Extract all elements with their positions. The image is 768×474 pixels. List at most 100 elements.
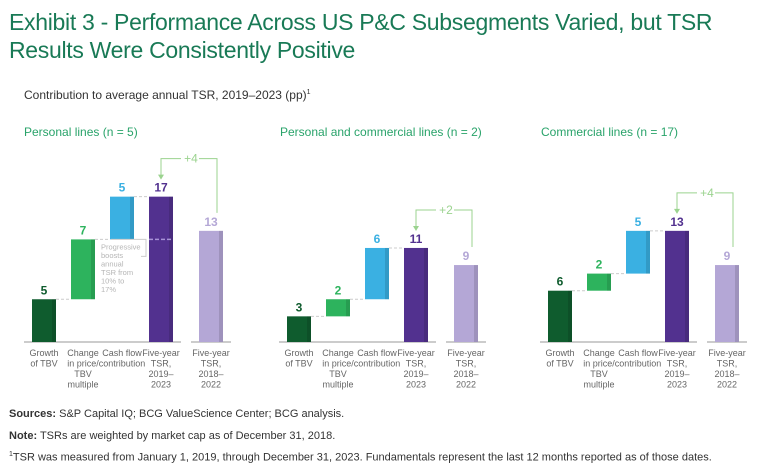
data-label: 7 bbox=[80, 223, 87, 237]
category-label: 2023 bbox=[667, 380, 687, 390]
bar bbox=[548, 290, 572, 342]
category-label: contribution bbox=[615, 359, 662, 369]
category-label: TBV bbox=[329, 369, 347, 379]
data-label: 17 bbox=[154, 181, 168, 195]
delta-bracket bbox=[454, 209, 473, 248]
bar bbox=[110, 196, 134, 240]
category-label: TSR, bbox=[201, 359, 222, 369]
category-label: Five-year bbox=[658, 348, 696, 358]
category-label: TBV bbox=[590, 369, 608, 379]
subtitle-text: Contribution to average annual TSR, 2019… bbox=[24, 88, 307, 102]
data-label: 5 bbox=[41, 283, 48, 297]
bar bbox=[404, 247, 428, 342]
annotation-text: boosts bbox=[101, 251, 123, 260]
footnote-marker: 1 bbox=[9, 451, 13, 458]
panel-title: Commercial lines (n = 17) bbox=[541, 125, 678, 139]
delta-bracket bbox=[715, 192, 734, 248]
category-label: Five-year bbox=[142, 348, 180, 358]
category-label: Five-year bbox=[192, 348, 230, 358]
data-label: 6 bbox=[557, 275, 564, 289]
category-label: Change bbox=[67, 348, 99, 358]
data-label: 3 bbox=[296, 300, 303, 314]
bar bbox=[665, 230, 689, 342]
category-label: TBV bbox=[74, 369, 92, 379]
bar-shade bbox=[646, 230, 650, 274]
sources-line: Sources: S&P Capital IQ; BCG ValueScienc… bbox=[9, 408, 344, 420]
chart-subtitle: Contribution to average annual TSR, 2019… bbox=[24, 88, 311, 102]
category-label: of TBV bbox=[30, 359, 57, 369]
panel-2: Personal and commercial lines (n = 2) 3 Gr… bbox=[279, 125, 486, 390]
category-label: of TBV bbox=[285, 359, 312, 369]
category-label: Growth bbox=[284, 348, 313, 358]
category-label: 2022 bbox=[201, 380, 221, 390]
bar bbox=[32, 299, 56, 342]
bar-shade bbox=[169, 196, 173, 342]
delta-label: +4 bbox=[184, 152, 198, 166]
bar bbox=[715, 265, 739, 342]
bar-shade bbox=[607, 273, 611, 291]
category-label: TSR, bbox=[456, 359, 477, 369]
delta-bracket bbox=[415, 209, 436, 228]
category-label: Cash flow bbox=[357, 348, 397, 358]
category-label: 2022 bbox=[717, 380, 737, 390]
category-label: Five-year bbox=[397, 348, 435, 358]
annotation-text: 17% bbox=[101, 285, 116, 294]
arrow-down-icon bbox=[413, 225, 419, 231]
category-label: TSR, bbox=[667, 359, 688, 369]
category-label: contribution bbox=[354, 359, 401, 369]
bar-shade bbox=[130, 196, 134, 240]
category-label: TSR, bbox=[151, 359, 172, 369]
category-label: 2019– bbox=[148, 369, 173, 379]
bar bbox=[71, 239, 95, 300]
bar-shade bbox=[52, 299, 56, 342]
category-label: Change bbox=[583, 348, 615, 358]
bar bbox=[149, 196, 173, 342]
category-label: 2023 bbox=[151, 380, 171, 390]
category-label: of TBV bbox=[546, 359, 573, 369]
bar-shade bbox=[219, 230, 223, 342]
delta-bracket bbox=[199, 158, 218, 213]
category-label: multiple bbox=[322, 380, 353, 390]
category-label: Five-year bbox=[447, 348, 485, 358]
note-line: Note: TSRs are weighted by market cap as… bbox=[9, 430, 335, 442]
panel-title: Personal lines (n = 5) bbox=[24, 125, 138, 139]
category-label: Change bbox=[322, 348, 354, 358]
bar bbox=[626, 230, 650, 274]
bar-shade bbox=[568, 290, 572, 342]
footnote-line: 1TSR was measured from January 1, 2019, … bbox=[9, 451, 712, 464]
subtitle-footnote-marker: 1 bbox=[306, 89, 311, 96]
bar-shade bbox=[385, 247, 389, 300]
bar-shade bbox=[474, 265, 478, 342]
arrow-down-icon bbox=[158, 174, 164, 180]
delta-label: +2 bbox=[439, 203, 453, 217]
sources-label: Sources: bbox=[9, 408, 57, 420]
data-label: 13 bbox=[204, 215, 218, 229]
bar bbox=[365, 247, 389, 300]
category-label: TSR, bbox=[406, 359, 427, 369]
category-label: TSR, bbox=[717, 359, 738, 369]
category-label: contribution bbox=[99, 359, 146, 369]
category-label: 2018– bbox=[714, 369, 739, 379]
bar-shade bbox=[424, 247, 428, 342]
note-label: Note: bbox=[9, 430, 38, 442]
data-label: 5 bbox=[635, 215, 642, 229]
footnote-text: TSR was measured from January 1, 2019, t… bbox=[12, 451, 712, 464]
bar-shade bbox=[346, 299, 350, 317]
bar-shade bbox=[685, 230, 689, 342]
category-label: 2018– bbox=[453, 369, 478, 379]
data-label: 6 bbox=[374, 232, 381, 246]
bar bbox=[587, 273, 611, 291]
category-label: 2023 bbox=[406, 380, 426, 390]
category-label: in price/ bbox=[583, 359, 615, 369]
category-label: multiple bbox=[67, 380, 98, 390]
category-label: Five-year bbox=[708, 348, 746, 358]
annotation-text: annual bbox=[101, 259, 124, 268]
data-label: 11 bbox=[410, 232, 423, 246]
annotation-text: TSR from bbox=[101, 268, 133, 277]
category-label: Growth bbox=[545, 348, 574, 358]
bar-shade bbox=[307, 316, 311, 342]
arrow-down-icon bbox=[674, 208, 680, 214]
category-label: 2019– bbox=[664, 369, 689, 379]
